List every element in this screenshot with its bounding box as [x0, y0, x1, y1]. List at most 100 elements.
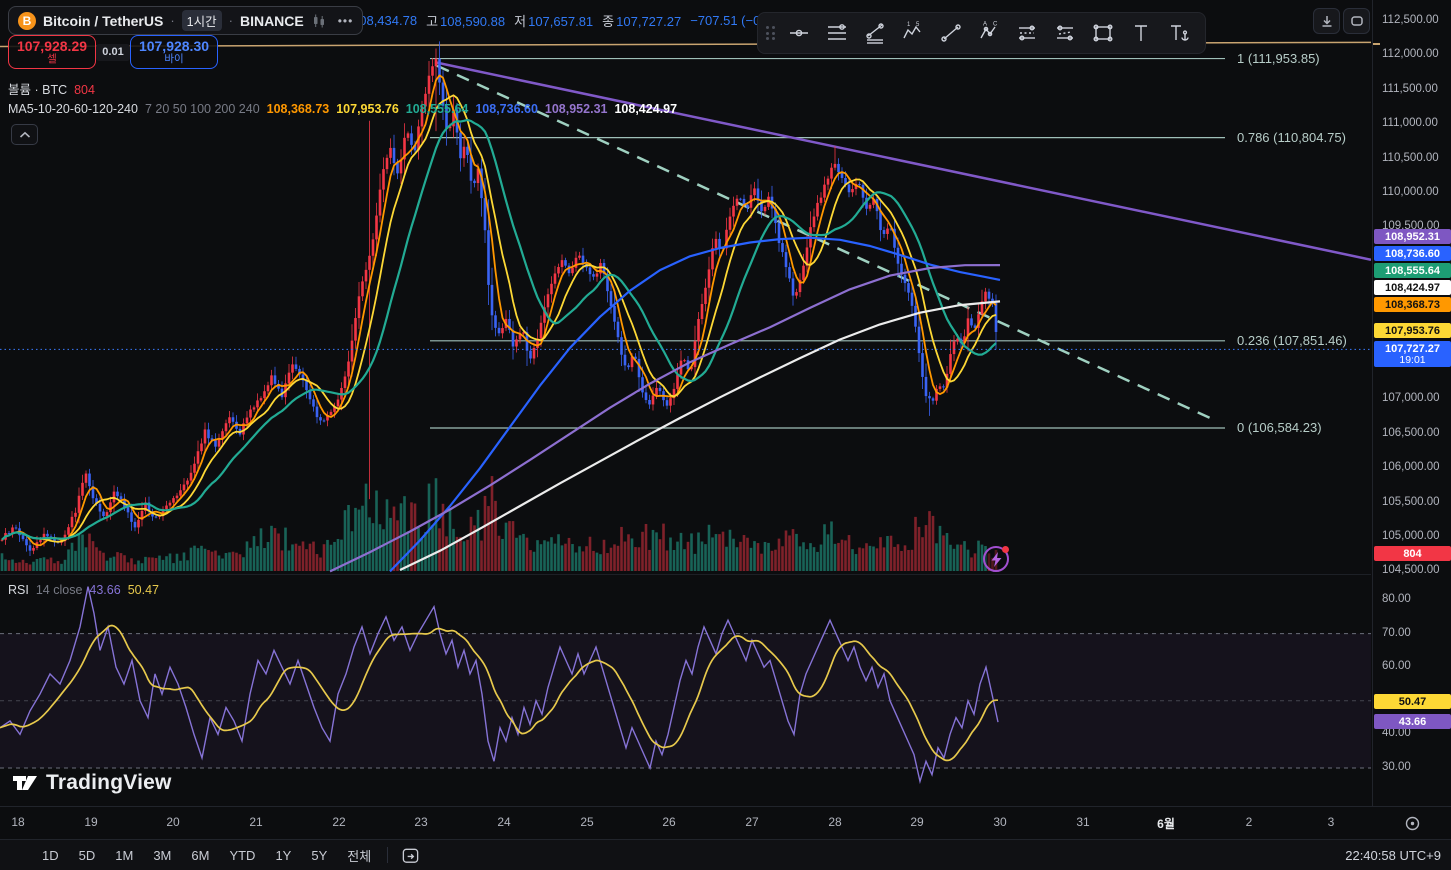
volume-bar [546, 541, 550, 571]
candle-body [833, 163, 837, 168]
chart-canvas[interactable] [0, 0, 1371, 806]
candle-body [469, 154, 473, 181]
candle-body [700, 304, 704, 320]
rsi-tick-label: 40.00 [1382, 727, 1411, 739]
time-tick-label: 27 [745, 815, 759, 829]
volume-bar [791, 529, 795, 571]
ma-title: MA5-10-20-60-120-240 [8, 102, 138, 116]
pane-collapse-button[interactable] [11, 124, 38, 145]
volume-bar [609, 547, 613, 571]
volume-bar [571, 544, 574, 571]
rectangle-tool-button[interactable] [1085, 17, 1121, 49]
candle-body [896, 247, 900, 264]
descending-purple-trendline[interactable] [434, 61, 1371, 261]
candle-body [868, 204, 872, 209]
axis-settings-button[interactable] [1400, 811, 1424, 835]
candle-body [725, 229, 728, 249]
tradingview-watermark[interactable]: TradingView [12, 771, 172, 795]
candle-body [910, 292, 914, 306]
volume-bar [259, 528, 263, 571]
range-button-ytd[interactable]: YTD [229, 847, 256, 863]
range-button-1y[interactable]: 1Y [275, 847, 292, 863]
clock[interactable]: 22:40:58 UTC+9 [1345, 847, 1441, 863]
candle-body [956, 338, 959, 342]
go-to-date-button[interactable] [396, 846, 424, 865]
parallel-channel-tool-button[interactable] [1047, 17, 1083, 49]
descending-dashed-trendline[interactable] [436, 64, 1214, 421]
range-button-5y[interactable]: 5Y [311, 847, 328, 863]
price-axis[interactable]: 112,500.00 112,000.00 111,500.00 111,000.00… [1372, 0, 1451, 806]
fib-retracement-tool-button[interactable] [857, 17, 893, 49]
range-button-5d[interactable]: 5D [78, 847, 96, 863]
exchange-label[interactable]: BINANCE [239, 12, 304, 29]
volume-bar [42, 557, 46, 571]
range-button-1m[interactable]: 1M [115, 847, 134, 863]
ma-legend[interactable]: MA5-10-20-60-120-240 7 20 50 100 200 240… [8, 102, 677, 116]
volume-bar [385, 499, 389, 571]
volume-bar [742, 535, 746, 571]
candle-body [21, 535, 25, 540]
volume-bar [298, 545, 301, 571]
fullscreen-button[interactable] [1343, 8, 1370, 34]
candle-body [473, 180, 476, 184]
symbol-toolbar[interactable]: B Bitcoin / TetherUS · 1시간 · BINANCE ••• [8, 6, 364, 35]
range-button-6m[interactable]: 6M [191, 847, 210, 863]
volume-bar [777, 538, 781, 571]
trade-panel: 107,928.29 셀 0.01 107,928.30 바이 [8, 35, 218, 69]
symbol-title[interactable]: Bitcoin / TetherUS [43, 12, 164, 29]
volume-bar [921, 537, 924, 571]
candle-body [938, 386, 942, 389]
sell-button[interactable]: 107,928.29 셀 [8, 35, 96, 69]
interval-chip[interactable]: 1시간 [181, 10, 222, 31]
candle-body [151, 511, 154, 517]
candle-body [396, 162, 399, 174]
volume-bar [599, 554, 602, 571]
candle-body [532, 347, 536, 359]
pane-separator[interactable] [0, 574, 1371, 575]
rsi-title: RSI [8, 583, 29, 597]
range-button-1d[interactable]: 1D [42, 847, 59, 863]
candle-body [620, 337, 623, 355]
horizontal-line-tool-button[interactable] [819, 17, 855, 49]
candle-style-icon[interactable] [311, 13, 327, 29]
candle-body [658, 387, 662, 392]
range-button-전체[interactable]: 전체 [347, 848, 372, 864]
volume-bar [130, 558, 133, 571]
volume-bar [973, 553, 977, 571]
text-tool-button[interactable] [1123, 17, 1159, 49]
quick-trade-button[interactable] [983, 546, 1009, 572]
rsi-legend[interactable]: RSI 14 close 43.66 50.47 [8, 583, 159, 597]
candle-body [812, 216, 816, 228]
rsi-value: 43.66 [89, 583, 121, 597]
candle-body [616, 321, 620, 338]
download-button[interactable] [1313, 8, 1340, 34]
toolbar-drag-handle[interactable] [766, 26, 775, 40]
range-button-3m[interactable]: 3M [153, 847, 172, 863]
volume-bar [308, 543, 312, 571]
time-axis[interactable]: 18 19 20 21 22 23 24 25 26 27 28 29 30 31 6월 2 3 [0, 806, 1451, 839]
volume-bar [224, 552, 228, 571]
volume-bar [574, 552, 578, 571]
candle-body [154, 516, 158, 518]
volume-bar [784, 530, 788, 571]
candle-body [406, 133, 410, 138]
volume-bar [154, 558, 158, 571]
volume-bar [200, 545, 203, 571]
volume-bar [630, 538, 634, 571]
cross-line-tool-button[interactable] [781, 17, 817, 49]
anchored-text-tool-button[interactable] [1161, 17, 1197, 49]
disjoint-channel-tool-button[interactable] [1009, 17, 1045, 49]
volume-bar [95, 547, 98, 571]
more-options-icon[interactable]: ••• [337, 13, 354, 28]
candle-body [564, 260, 567, 266]
candle-body [739, 198, 742, 200]
buy-button[interactable]: 107,928.30 바이 [130, 35, 218, 69]
volume-bar [840, 539, 844, 571]
trend-line-tool-button[interactable] [933, 17, 969, 49]
volume-bar [620, 526, 623, 571]
candle-body [319, 417, 322, 421]
volume-legend[interactable]: 볼륨 · BTC 804 [8, 79, 95, 98]
